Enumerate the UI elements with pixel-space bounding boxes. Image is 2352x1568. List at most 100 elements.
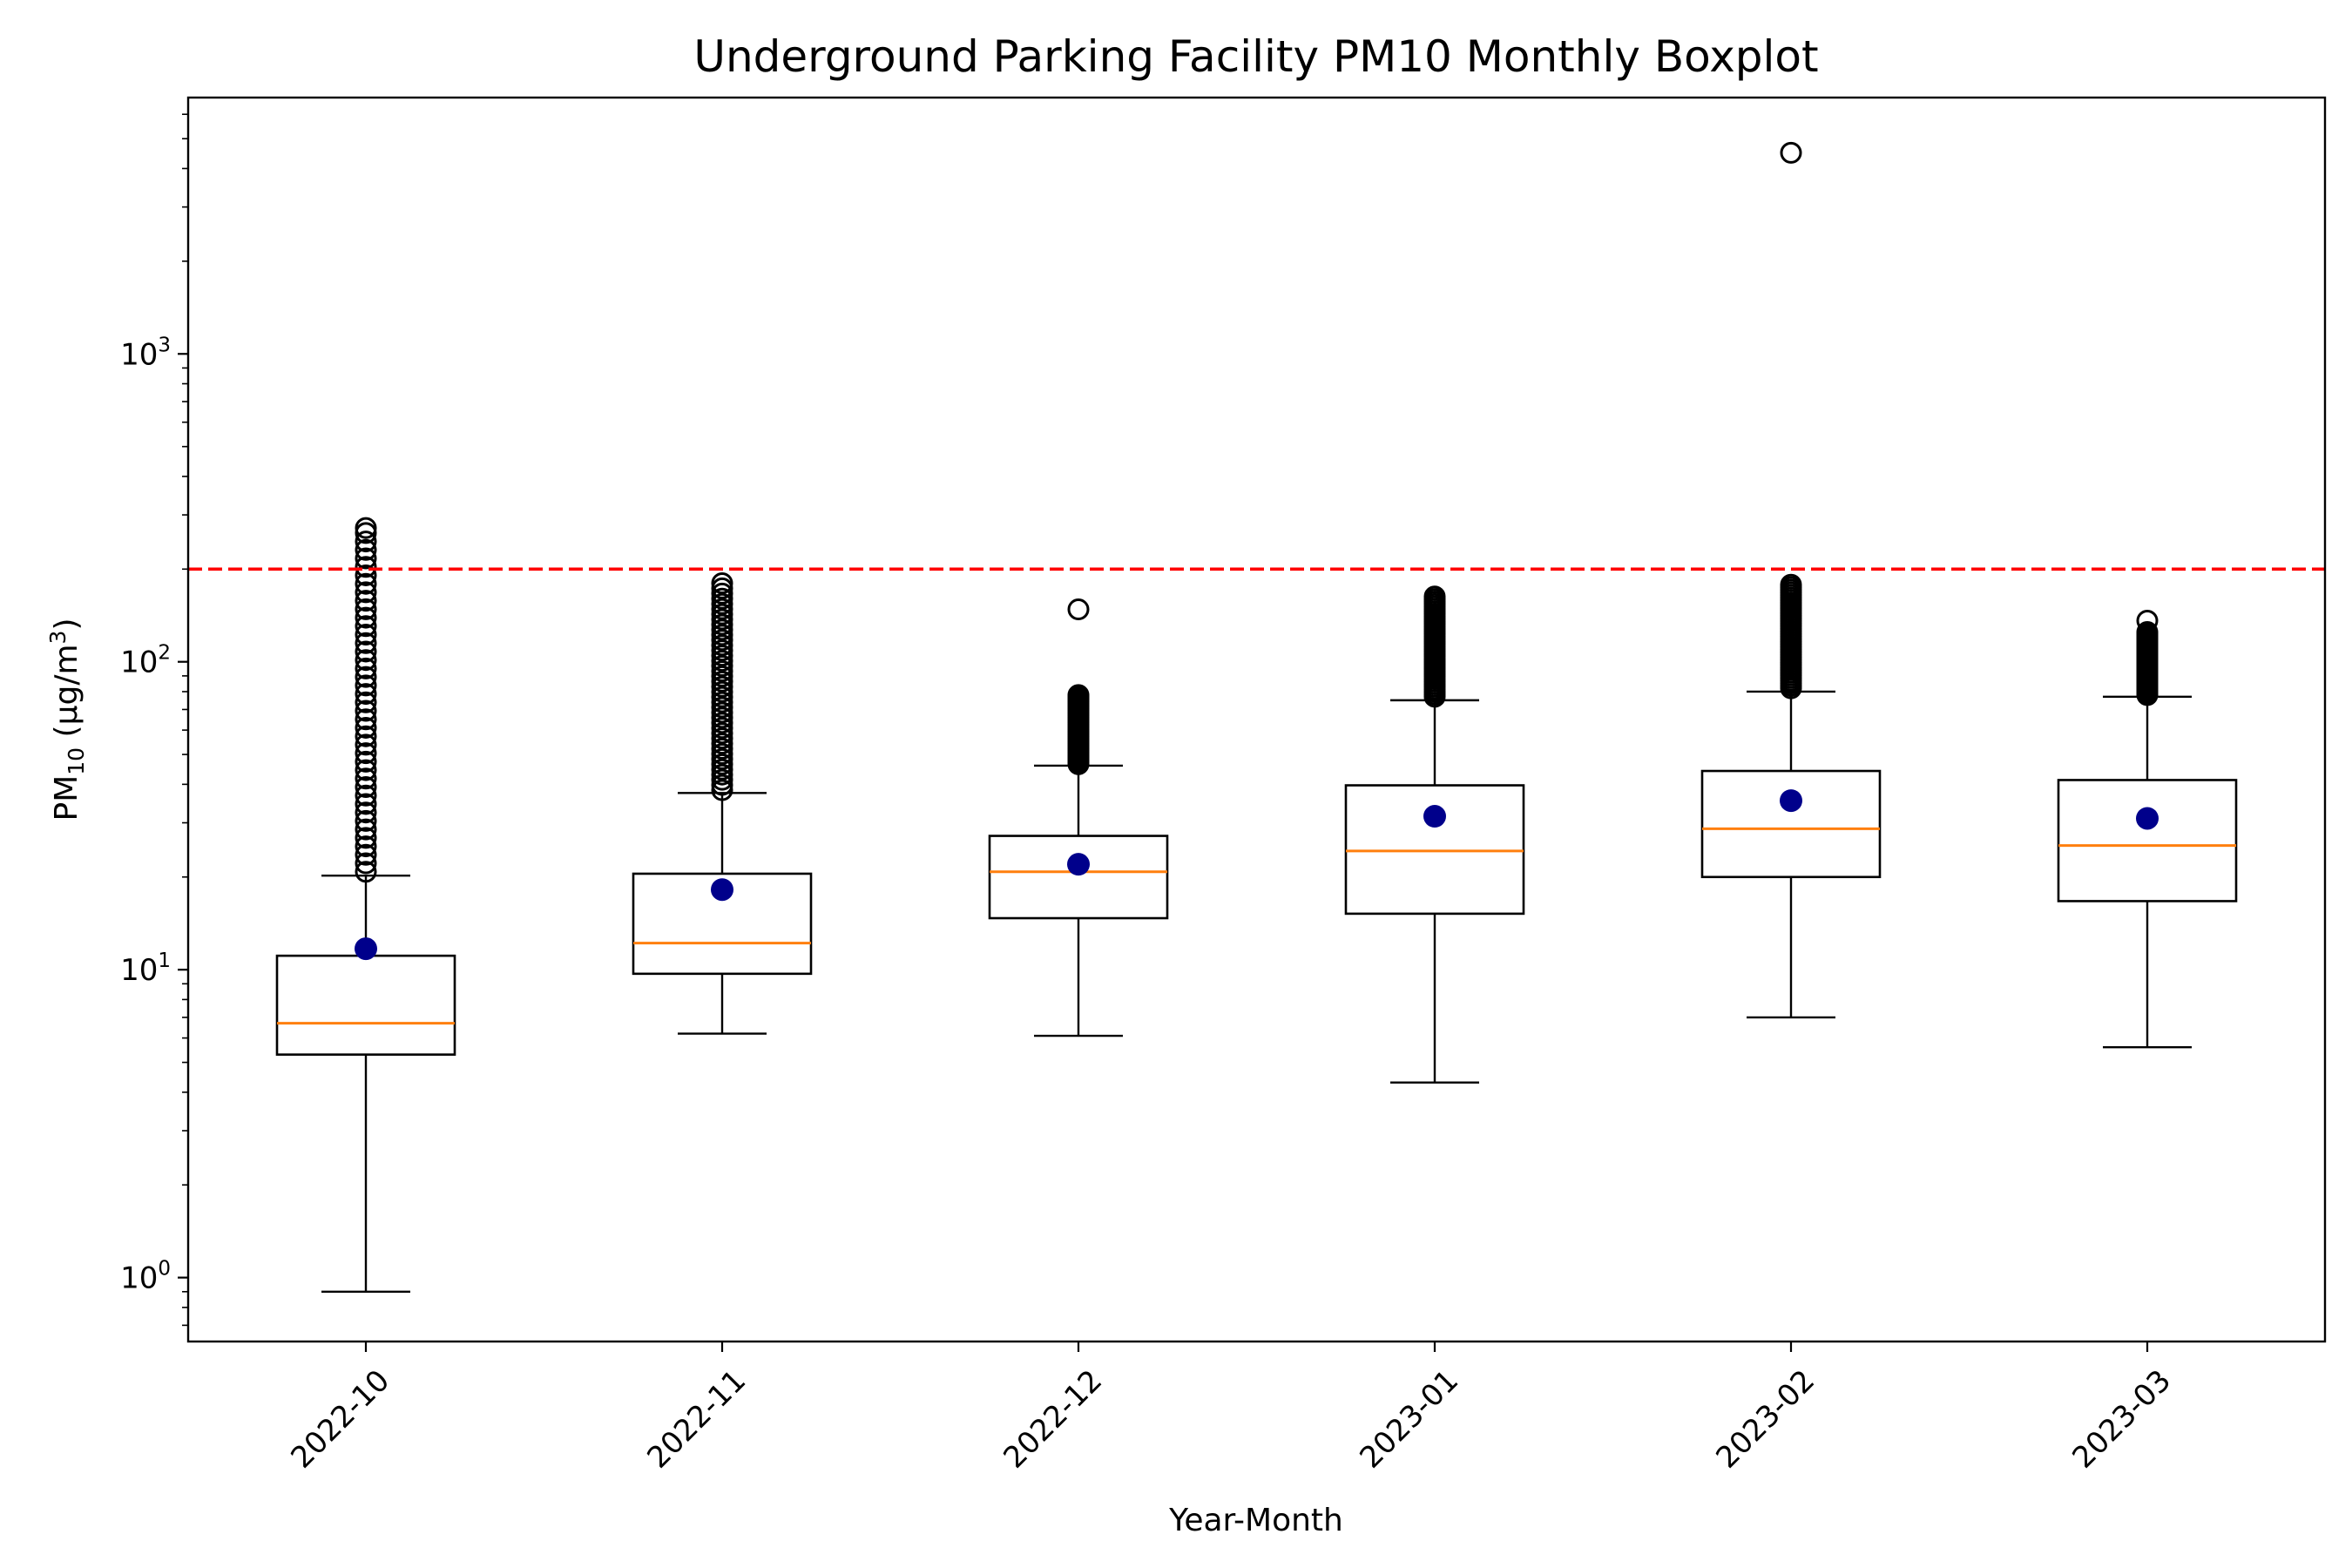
outlier-point xyxy=(355,531,377,553)
x-axis-label: Year-Month xyxy=(1168,1503,1343,1538)
outlier-point xyxy=(355,598,377,620)
outlier-point xyxy=(711,758,733,781)
outlier-point xyxy=(355,725,377,747)
outlier-point xyxy=(711,608,733,631)
mean-marker xyxy=(1067,853,1090,876)
y-axis-label-unit: (μg/m xyxy=(49,644,84,747)
outlier-point xyxy=(355,564,377,586)
outlier-point xyxy=(355,615,377,638)
mean-marker xyxy=(711,878,733,902)
plot-area-frame xyxy=(186,96,2327,1343)
outlier-point xyxy=(355,649,377,672)
outlier-point xyxy=(711,753,733,775)
y-axis-label: PM10 (μg/m3) xyxy=(45,618,89,821)
outlier-point xyxy=(711,624,733,646)
outlier-point xyxy=(355,843,377,866)
outlier-point xyxy=(711,655,733,678)
outlier-point xyxy=(355,742,377,765)
box-group-2023-01 xyxy=(1344,585,1525,1084)
outlier-point xyxy=(355,666,377,688)
outlier-point xyxy=(711,592,733,615)
outlier-point xyxy=(711,738,733,760)
y-tick-label-base: 10 xyxy=(120,645,158,680)
outlier-point xyxy=(355,691,377,713)
outlier-point xyxy=(711,598,733,620)
outlier-point xyxy=(711,774,733,796)
outlier-point xyxy=(355,818,377,841)
outlier-point xyxy=(355,809,377,832)
y-tick-label-exponent: 2 xyxy=(158,642,171,665)
outlier-point xyxy=(355,547,377,570)
outlier-point xyxy=(355,861,377,883)
outlier-point xyxy=(711,763,733,786)
y-axis-label-close: ) xyxy=(49,618,84,631)
outlier-point xyxy=(711,696,733,719)
outlier-point xyxy=(711,712,733,734)
outlier-point xyxy=(355,700,377,722)
y-tick-label-base: 10 xyxy=(120,953,158,988)
y-tick-label-exponent: 1 xyxy=(158,950,171,972)
outlier-point xyxy=(1780,141,1802,164)
box-group-2022-12 xyxy=(988,598,1169,1037)
outlier-point xyxy=(355,674,377,697)
iqr-box xyxy=(1344,784,1525,916)
outlier-point xyxy=(711,733,733,755)
iqr-box xyxy=(632,872,813,976)
plot-marks xyxy=(188,141,2325,1293)
mean-marker xyxy=(2136,807,2159,830)
outlier-point xyxy=(711,603,733,625)
outlier-point xyxy=(711,613,733,636)
outlier-point xyxy=(355,657,377,679)
y-tick-label: 101 xyxy=(120,950,171,988)
outlier-point xyxy=(711,577,733,599)
outlier-point xyxy=(1067,684,1090,706)
outlier-point xyxy=(711,675,733,698)
outlier-point xyxy=(711,645,733,667)
outlier-point xyxy=(711,742,733,765)
outlier-point xyxy=(711,639,733,662)
y-tick-label-base: 10 xyxy=(120,1261,158,1296)
outlier-point xyxy=(711,650,733,672)
outlier-point xyxy=(711,659,733,682)
outlier-point xyxy=(711,618,733,641)
outlier-point xyxy=(2136,610,2159,632)
outlier-point xyxy=(355,750,377,773)
outlier-point xyxy=(355,708,377,731)
outlier-point xyxy=(355,590,377,612)
outlier-point xyxy=(355,538,377,561)
outlier-point xyxy=(355,776,377,799)
outlier-point xyxy=(711,706,733,729)
y-tick-label-exponent: 0 xyxy=(158,1258,171,1281)
chart-title: Underground Parking Facility PM10 Monthl… xyxy=(693,31,1818,82)
outlier-point xyxy=(711,691,733,713)
outlier-point xyxy=(1067,598,1090,621)
outlier-point xyxy=(355,632,377,654)
iqr-box xyxy=(988,835,1169,920)
box-group-2022-10 xyxy=(275,517,456,1293)
outlier-point xyxy=(355,852,377,875)
outlier-point xyxy=(711,582,733,605)
outlier-point xyxy=(711,722,733,745)
outlier-point xyxy=(711,571,733,594)
mean-marker xyxy=(1423,805,1446,828)
outlier-point xyxy=(711,779,733,801)
outlier-point xyxy=(355,683,377,706)
outlier-point xyxy=(355,517,377,539)
outlier-point xyxy=(711,665,733,687)
y-tick-label: 103 xyxy=(120,334,171,372)
outlier-point xyxy=(355,835,377,858)
y-tick-label-exponent: 3 xyxy=(158,334,171,356)
y-tick-label: 102 xyxy=(120,642,171,680)
outlier-point xyxy=(2136,620,2159,643)
y-axis-label-superscript: 3 xyxy=(45,631,71,645)
box-group-2022-11 xyxy=(632,571,813,1035)
iqr-box xyxy=(1700,769,1882,879)
outlier-point xyxy=(355,793,377,815)
box-group-2023-03 xyxy=(2057,610,2238,1049)
outlier-point xyxy=(711,701,733,724)
outlier-point xyxy=(711,727,733,750)
box-group-2023-02 xyxy=(1700,141,1882,1019)
